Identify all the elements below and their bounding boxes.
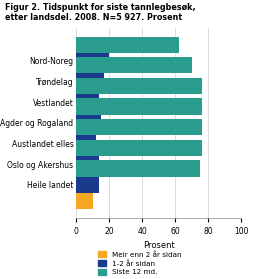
Legend: Meir enn 2 år sidan, 1-2 år sidan, Siste 12 md.: Meir enn 2 år sidan, 1-2 år sidan, Siste…	[98, 251, 182, 275]
Bar	[76, 140, 202, 156]
Bar	[76, 172, 91, 188]
Bar	[76, 115, 101, 131]
Text: etter landsdel. 2008. N=5 927. Prosent: etter landsdel. 2008. N=5 927. Prosent	[5, 13, 182, 21]
Bar	[76, 131, 91, 147]
Bar	[76, 177, 99, 193]
Bar	[76, 119, 202, 135]
Bar	[76, 110, 93, 126]
Bar	[76, 53, 109, 69]
Bar	[76, 69, 104, 85]
X-axis label: Prosent: Prosent	[143, 241, 175, 250]
Bar	[76, 94, 99, 110]
Bar	[76, 57, 192, 73]
Bar	[76, 156, 99, 172]
Bar	[76, 90, 98, 106]
Text: Figur 2. Tidspunkt for siste tannlegbesøk,: Figur 2. Tidspunkt for siste tannlegbesø…	[5, 3, 196, 12]
Bar	[76, 37, 179, 53]
Bar	[76, 135, 96, 151]
Bar	[76, 151, 93, 168]
Bar	[76, 160, 200, 177]
Bar	[76, 193, 93, 209]
Bar	[76, 78, 202, 94]
Bar	[76, 73, 104, 90]
Bar	[76, 98, 202, 115]
